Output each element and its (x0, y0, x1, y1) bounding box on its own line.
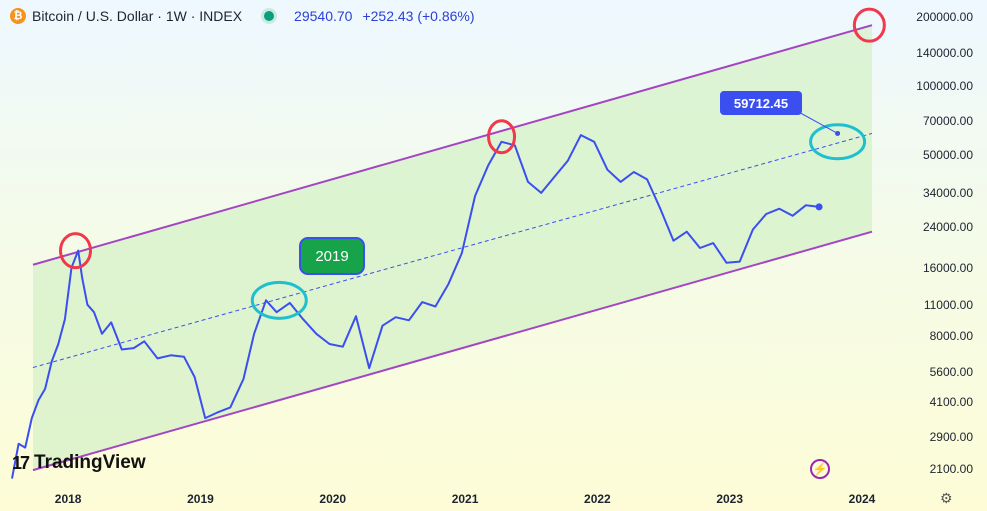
chart-header: ₿ Bitcoin / U.S. Dollar · 1W · INDEX 295… (0, 0, 475, 32)
price-tick-label: 140000.00 (916, 45, 973, 60)
top-circle-2024 (852, 7, 886, 43)
channel-mid-line (32, 132, 873, 368)
last-price: 29540.70 (294, 8, 353, 24)
price-tick-label: 34000.00 (922, 185, 973, 200)
time-tick-label: 2021 (451, 492, 479, 506)
symbol-title[interactable]: Bitcoin / U.S. Dollar · 1W · INDEX (32, 8, 243, 24)
mid-circle-2019 (250, 280, 308, 320)
price-series-line (11, 134, 820, 479)
2019-badge-box (299, 237, 365, 275)
tradingview-logo[interactable]: 17 TradingView (12, 452, 146, 474)
price-label-anchor (835, 130, 841, 136)
time-tick-label: 2023 (716, 492, 744, 506)
2019-badge-text: 2019 (315, 248, 348, 265)
price-label-box (720, 91, 802, 115)
lightning-icon[interactable]: ⚡ (810, 459, 830, 479)
price-tick-label: 5600.00 (929, 364, 973, 379)
price-label-connector (794, 109, 838, 134)
mid-circle-2024 (809, 123, 867, 161)
channel-upper-line (32, 24, 873, 266)
time-tick-label: 2019 (187, 492, 214, 506)
time-tick-label: 2018 (54, 492, 82, 506)
price-tick-label: 50000.00 (922, 147, 973, 162)
top-circle-2017 (59, 232, 93, 270)
price-tick-label: 200000.00 (916, 10, 973, 25)
price-tick-label: 2100.00 (929, 461, 973, 476)
price-tick-label: 16000.00 (922, 260, 973, 275)
time-tick-label: 2022 (584, 492, 611, 506)
settings-icon[interactable]: ⚙ (940, 490, 953, 506)
time-tick-label: 2024 (848, 492, 876, 506)
price-tick-label: 11000.00 (923, 297, 973, 312)
price-tick-label: 24000.00 (922, 220, 973, 235)
tradingview-logo-text: TradingView (34, 452, 146, 473)
channel-fill (33, 25, 872, 471)
price-tick-label: 8000.00 (929, 329, 973, 344)
last-price-dot (815, 203, 823, 211)
channel-lower-line (32, 230, 873, 472)
price-change: +252.43 (+0.86%) (362, 8, 475, 24)
time-tick-label: 2020 (319, 492, 347, 506)
price-tick-label: 2900.00 (929, 429, 973, 444)
price-tick-label: 70000.00 (922, 114, 973, 129)
tradingview-logo-mark: 17 (12, 452, 30, 473)
price-tick-label: 100000.00 (916, 79, 973, 94)
price-label-text: 59712.45 (734, 96, 788, 111)
price-tick-label: 4100.00 (929, 395, 973, 410)
market-status-icon[interactable] (264, 11, 275, 21)
top-circle-2021 (487, 119, 517, 155)
bitcoin-icon: ₿ (10, 8, 26, 24)
